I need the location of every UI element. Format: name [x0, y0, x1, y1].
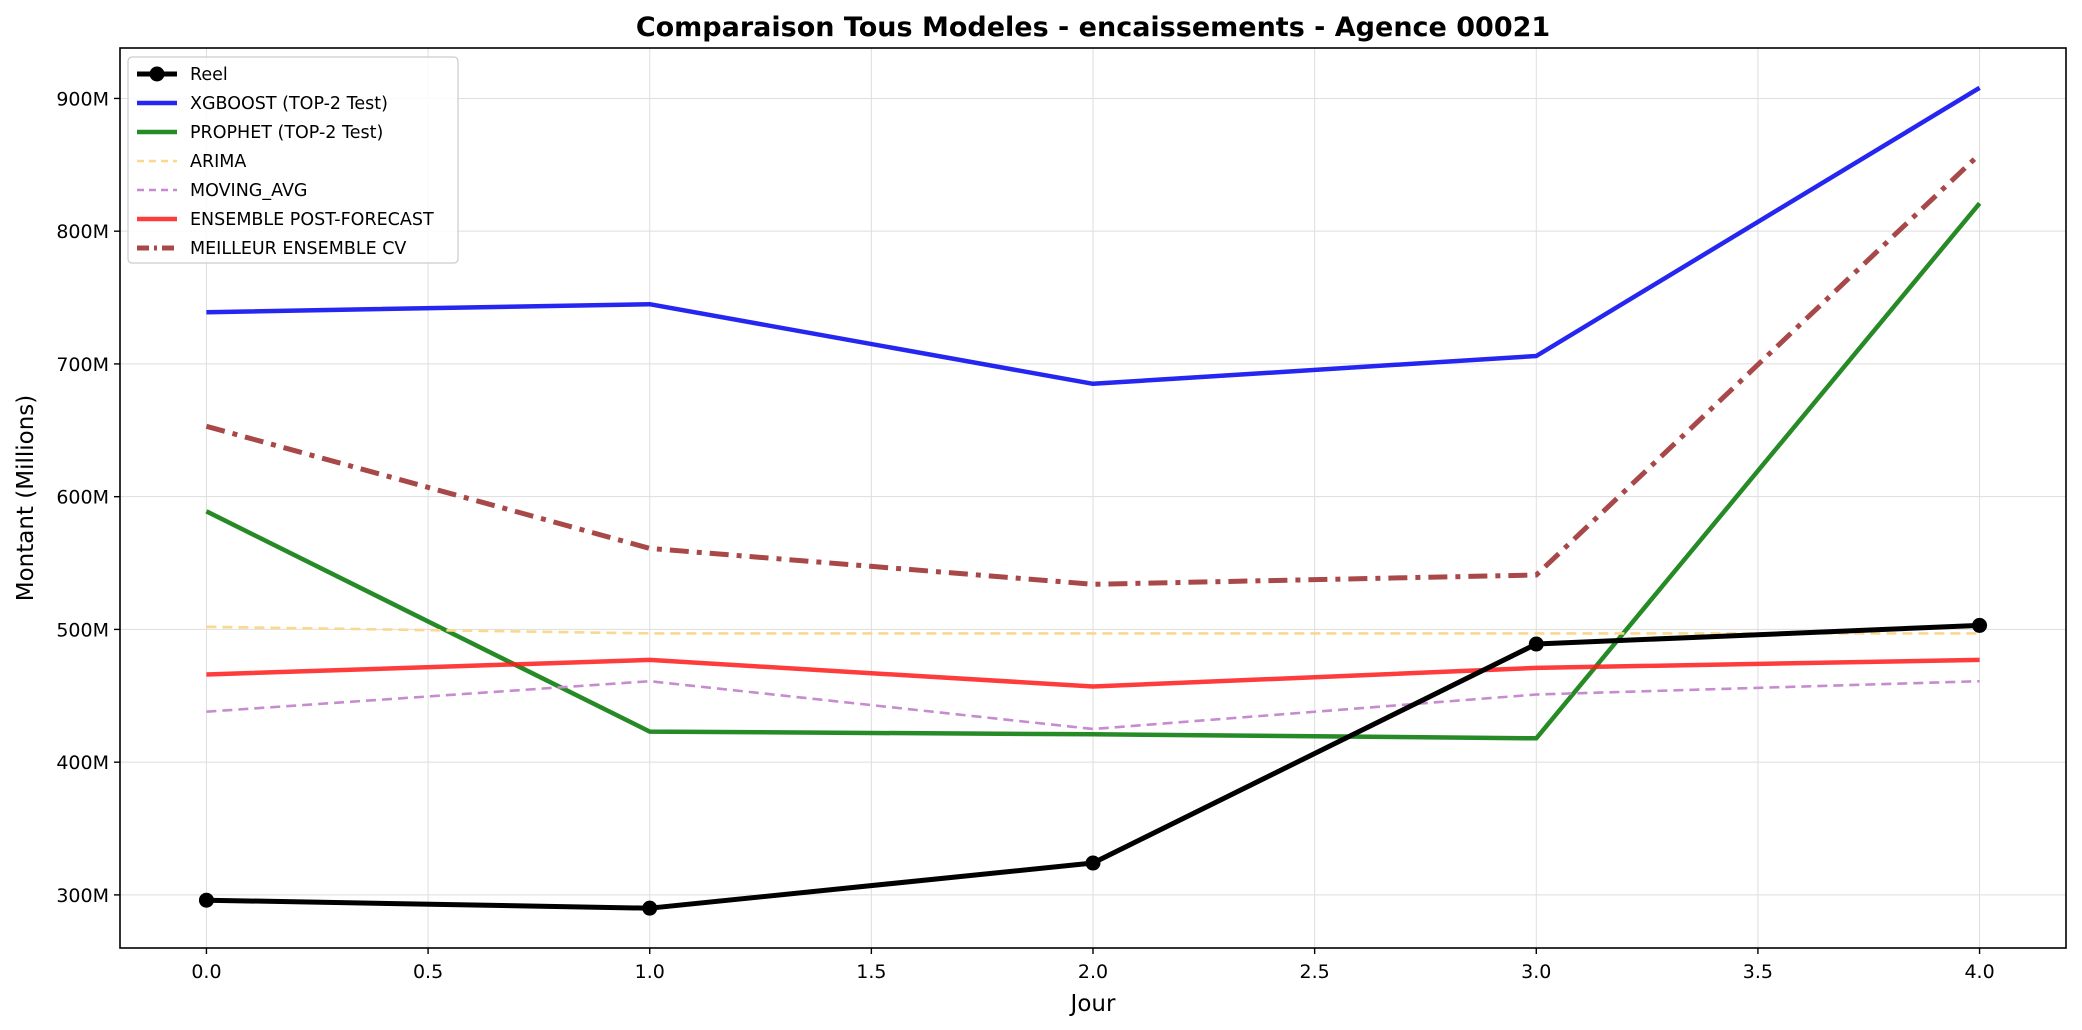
legend-label-prophet-top-2-test: PROPHET (TOP-2 Test) [190, 123, 383, 143]
data-point-reel [1528, 636, 1544, 652]
x-tick-label: 3.5 [1743, 961, 1773, 983]
legend-label-moving-avg: MOVING_AVG [190, 181, 307, 201]
legend-label-xgboost-top-2-test: XGBOOST (TOP-2 Test) [190, 94, 388, 114]
legend-label-reel: Reel [190, 65, 228, 85]
series-line-arima [206, 625, 1980, 635]
data-point-reel [642, 900, 658, 916]
x-tick-label: 1.5 [856, 961, 886, 983]
legend-label-meilleur-ensemble-cv: MEILLEUR ENSEMBLE CV [190, 239, 406, 259]
y-axis-label: Montant (Millions) [13, 395, 39, 602]
x-axis-label: Jour [1069, 991, 1116, 1017]
legend: Reel XGBOOST (TOP-2 Test) PROPHET (TOP-2 T… [127, 56, 459, 264]
series-line-moving-avg [206, 679, 1980, 731]
y-tick-label: 800M [56, 221, 109, 243]
x-tick-label: 2.5 [1300, 961, 1330, 983]
series-line-meilleur-ensemble-cv [205, 152, 1982, 587]
x-tick-label: 1.0 [635, 961, 665, 983]
chart-title: Comparaison Tous Modeles - encaissements… [636, 12, 1550, 43]
x-tick-label: 0.0 [191, 961, 221, 983]
y-tick-label: 300M [56, 885, 109, 907]
series-line-xgboost-top-2-test [206, 85, 1981, 387]
axis-ticks: 0.0 0.5 1.0 1.5 2.0 2.5 3.0 3.5 4.0 300M 400M 500M 6… [56, 88, 1994, 983]
x-tick-label: 0.5 [413, 961, 443, 983]
y-tick-label: 900M [56, 88, 109, 110]
data-point-reel [1085, 855, 1101, 871]
legend-label-arima: ARIMA [190, 152, 246, 172]
series-line-prophet-top-2-test [205, 201, 1982, 741]
data-point-reel [198, 892, 214, 908]
y-tick-label: 700M [56, 354, 109, 376]
legend-marker-reel [149, 66, 165, 82]
y-tick-label: 500M [56, 619, 109, 641]
x-tick-label: 3.0 [1521, 961, 1551, 983]
legend-box [127, 56, 459, 264]
grid-lines [120, 48, 2066, 948]
series-line-ensemble-post-forecast [206, 657, 1980, 689]
y-tick-label: 600M [56, 487, 109, 509]
data-point-reel [1972, 617, 1988, 633]
data-series [198, 85, 1988, 916]
legend-label-ensemble-post-forecast: ENSEMBLE POST-FORECAST [190, 210, 434, 230]
x-tick-label: 4.0 [1964, 961, 1994, 983]
x-tick-label: 2.0 [1078, 961, 1108, 983]
y-tick-label: 400M [56, 752, 109, 774]
